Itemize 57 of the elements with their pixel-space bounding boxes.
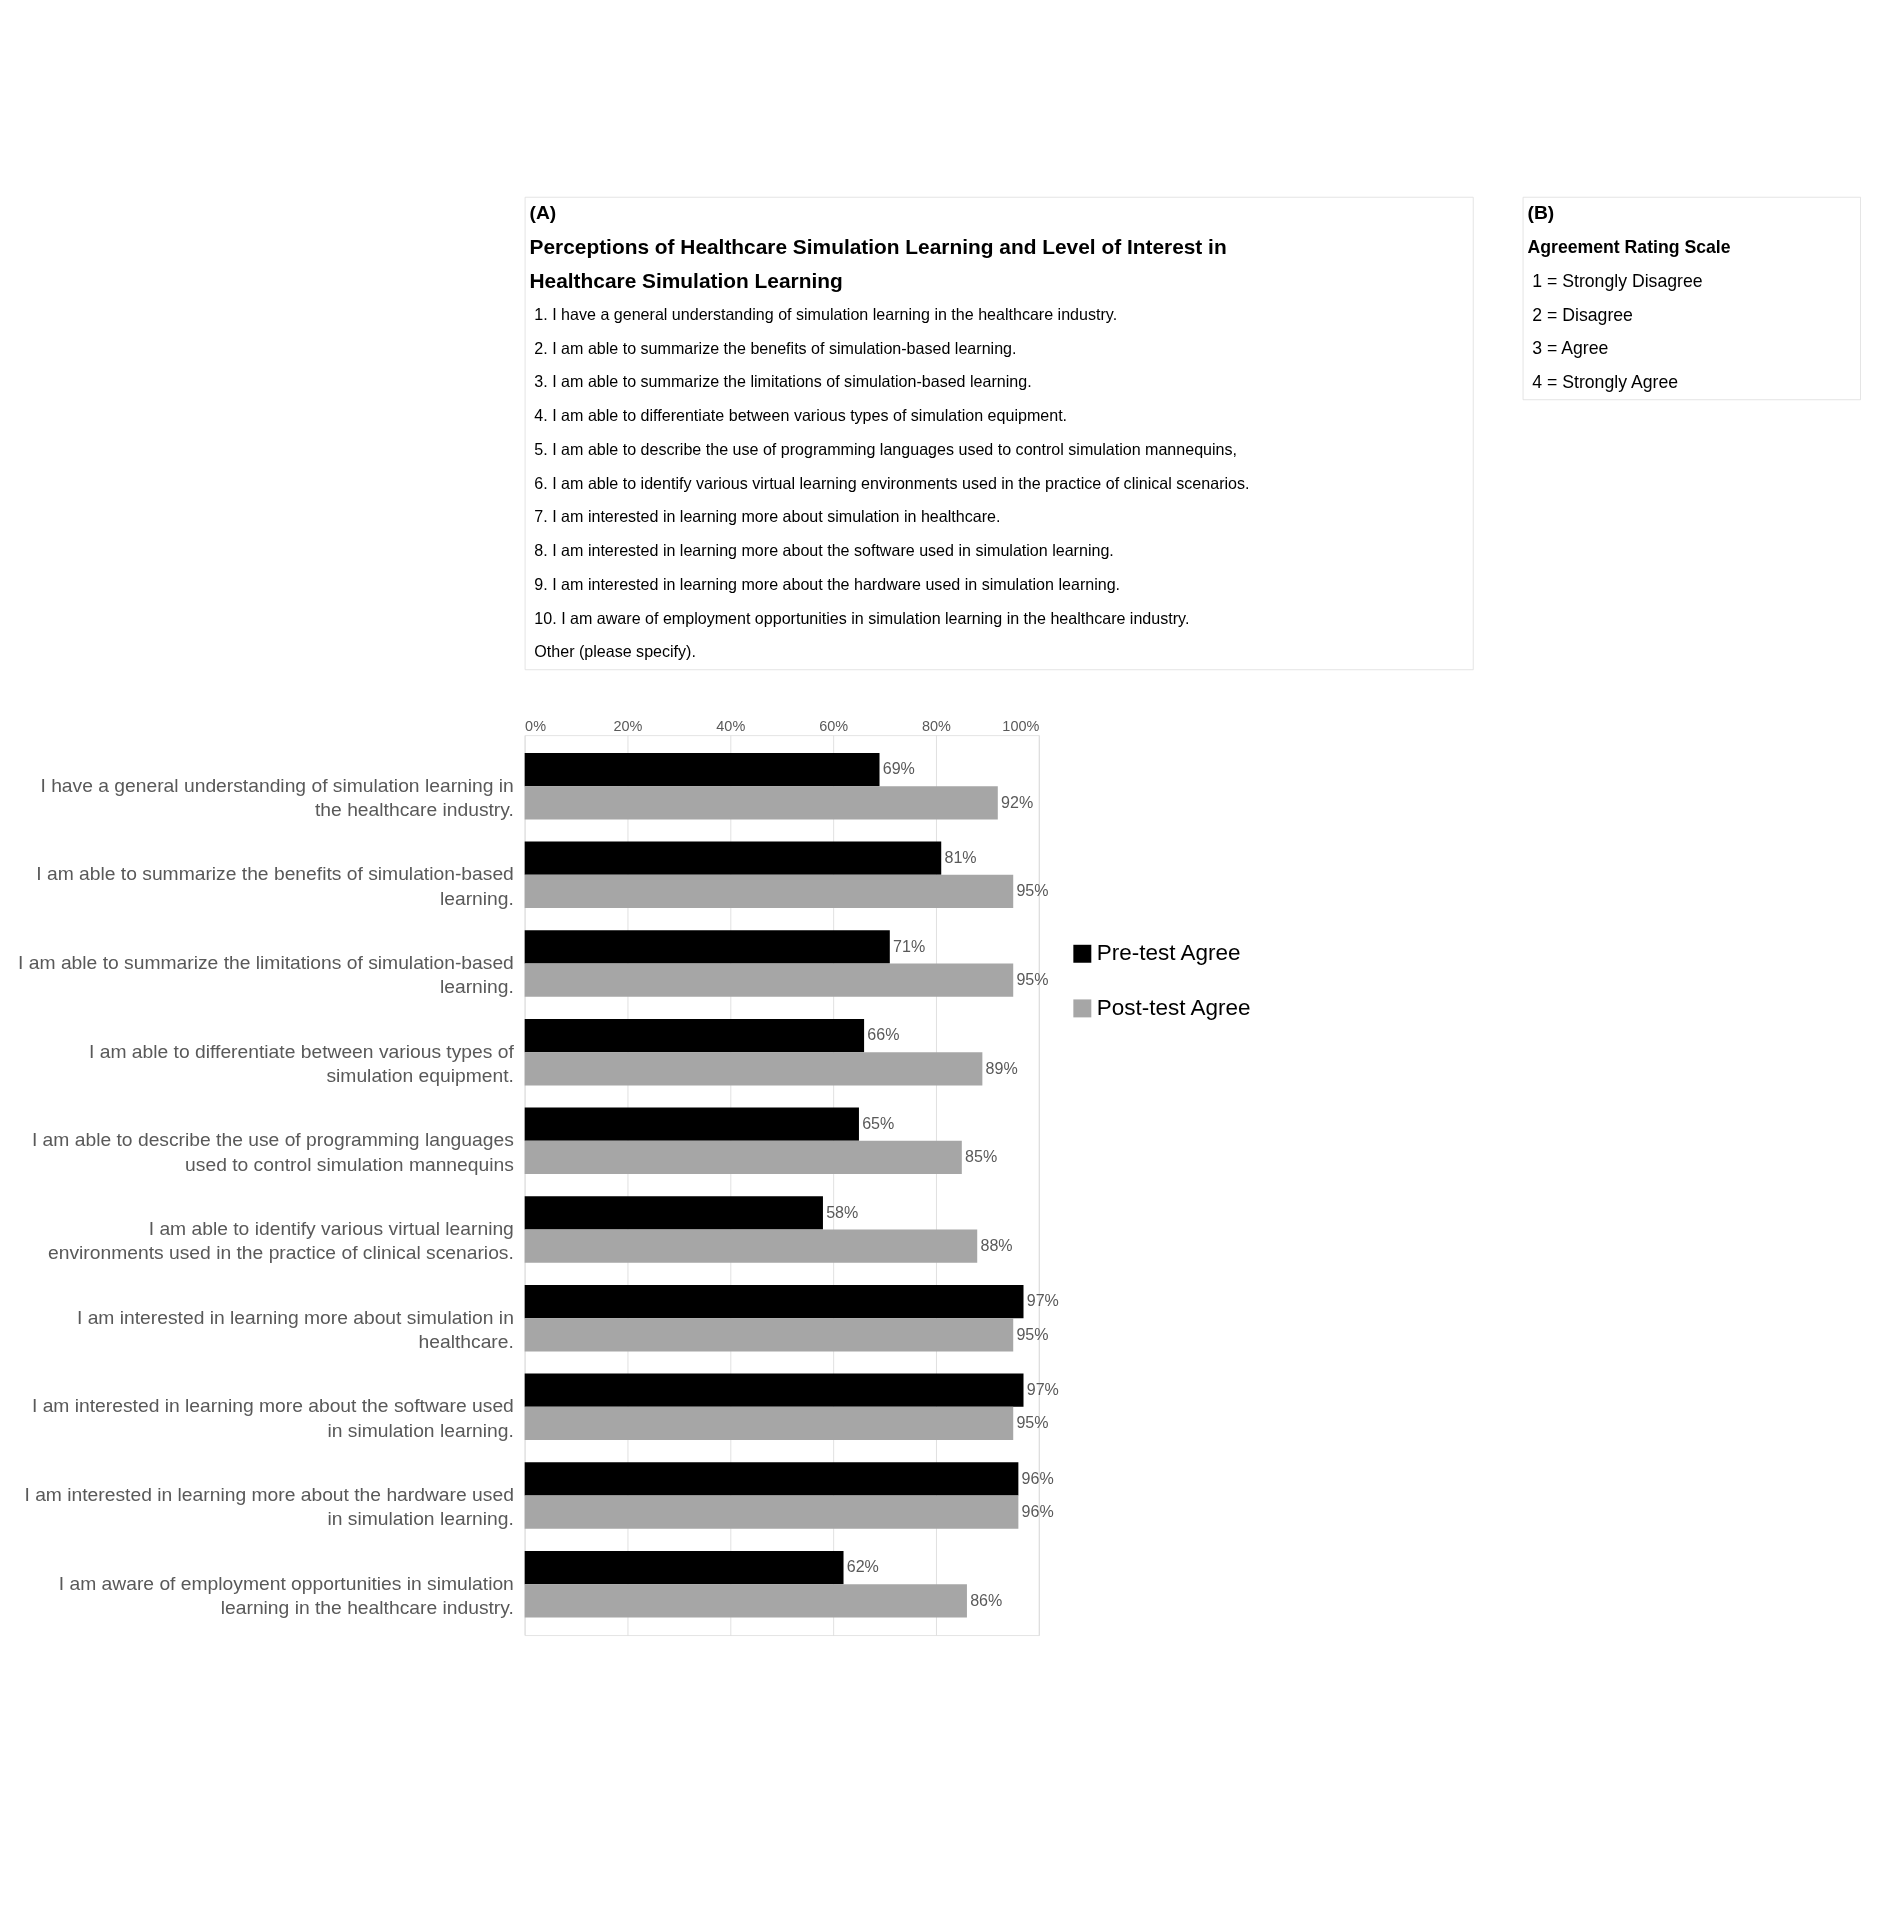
y-tick-label: I am interested in learning more about the software used in simulation learning. [31, 1395, 514, 1441]
y-tick-label: I am able to differentiate between various types of simulation equipment. [89, 1040, 515, 1086]
text: Perceptions of Healthcare Simulation Learning and Level of Interest in Healthcare Simulation Learning [529, 234, 1227, 292]
x-tick-label: 20% [613, 717, 643, 734]
data-label: 86% [970, 1590, 1003, 1609]
text: 1 = Strongly Disagree [1532, 270, 1703, 291]
text: 5. I am able to describe the use of programming languages used to control simulation mannequins, [534, 439, 1238, 458]
data-label: 69% [882, 759, 915, 778]
data-label: 96% [1021, 1468, 1054, 1487]
data-label: 88% [980, 1235, 1013, 1254]
text: 9. I am interested in learning more about the hardware used in simulation learning. [534, 574, 1121, 593]
text: 7. I am interested in learning more about simulation in healthcare. [534, 507, 1001, 526]
data-label: 95% [1016, 1413, 1049, 1432]
text: (B) [1527, 202, 1555, 224]
x-tick-label: 60% [819, 717, 849, 734]
y-tick-label: I have a general understanding of simulation learning in the healthcare industry. [40, 774, 514, 820]
data-label: 95% [1016, 1324, 1049, 1343]
y-tick-label: I am interested in learning more about the hardware used in simulation learning. [24, 1484, 514, 1530]
data-label: 97% [1026, 1380, 1059, 1399]
y-tick-label: I am aware of employment opportunities in simulation learning in the healthcare industry. [58, 1572, 514, 1618]
data-label: 62% [846, 1557, 879, 1576]
y-tick-label: I am able to identify various virtual learning environments used in the practice of clinical scenarios. [48, 1218, 514, 1264]
text: 3 = Agree [1532, 338, 1609, 359]
text: 2 = Disagree [1532, 304, 1634, 325]
text: 4. I am able to differentiate between various types of simulation equipment. [534, 406, 1068, 425]
y-tick-label: I am able to describe the use of programming languages used to control simulation mannequins [31, 1129, 514, 1175]
data-label: 58% [826, 1202, 859, 1221]
data-label: 71% [893, 936, 926, 955]
text: 10. I am aware of employment opportunities in simulation learning in the healthcare industry. [534, 608, 1190, 627]
text: 4 = Strongly Agree [1532, 372, 1679, 393]
data-label: 81% [944, 848, 977, 867]
legend-label: Pre-test Agree [1096, 940, 1241, 966]
data-label: 89% [985, 1058, 1018, 1077]
x-tick-label: 40% [716, 717, 746, 734]
x-tick-label: 100% [1002, 717, 1040, 734]
x-tick-label: 0% [525, 717, 547, 734]
text: 2. I am able to summarize the benefits of simulation-based learning. [534, 338, 1017, 357]
data-label: 92% [1001, 792, 1034, 811]
text: 6. I am able to identify various virtual learning environments used in the practice of clinical scenarios. [534, 473, 1250, 492]
y-tick-label: I am interested in learning more about simulation in healthcare. [76, 1306, 514, 1352]
text: 8. I am interested in learning more about the software used in simulation learning. [534, 541, 1114, 560]
text: 3. I am able to summarize the limitations of simulation-based learning. [534, 372, 1032, 391]
legend-label: Post-test Agree [1096, 994, 1251, 1020]
text: (A) [529, 202, 557, 224]
data-label: 97% [1026, 1291, 1059, 1310]
data-label: 85% [965, 1147, 998, 1166]
data-label: 95% [1016, 881, 1049, 900]
data-label: 95% [1016, 969, 1049, 988]
x-tick-label: 80% [922, 717, 952, 734]
data-label: 65% [862, 1114, 895, 1133]
text: Agreement Rating Scale [1527, 237, 1731, 258]
data-label: 66% [867, 1025, 900, 1044]
y-tick-label: I am able to summarize the limitations of simulation-based learning. [18, 952, 514, 998]
y-tick-label: I am able to summarize the benefits of simulation-based learning. [36, 863, 514, 909]
text: 1. I have a general understanding of simulation learning in the healthcare industry. [534, 304, 1118, 323]
text: Other (please specify). [534, 642, 696, 661]
data-label: 96% [1021, 1501, 1054, 1520]
